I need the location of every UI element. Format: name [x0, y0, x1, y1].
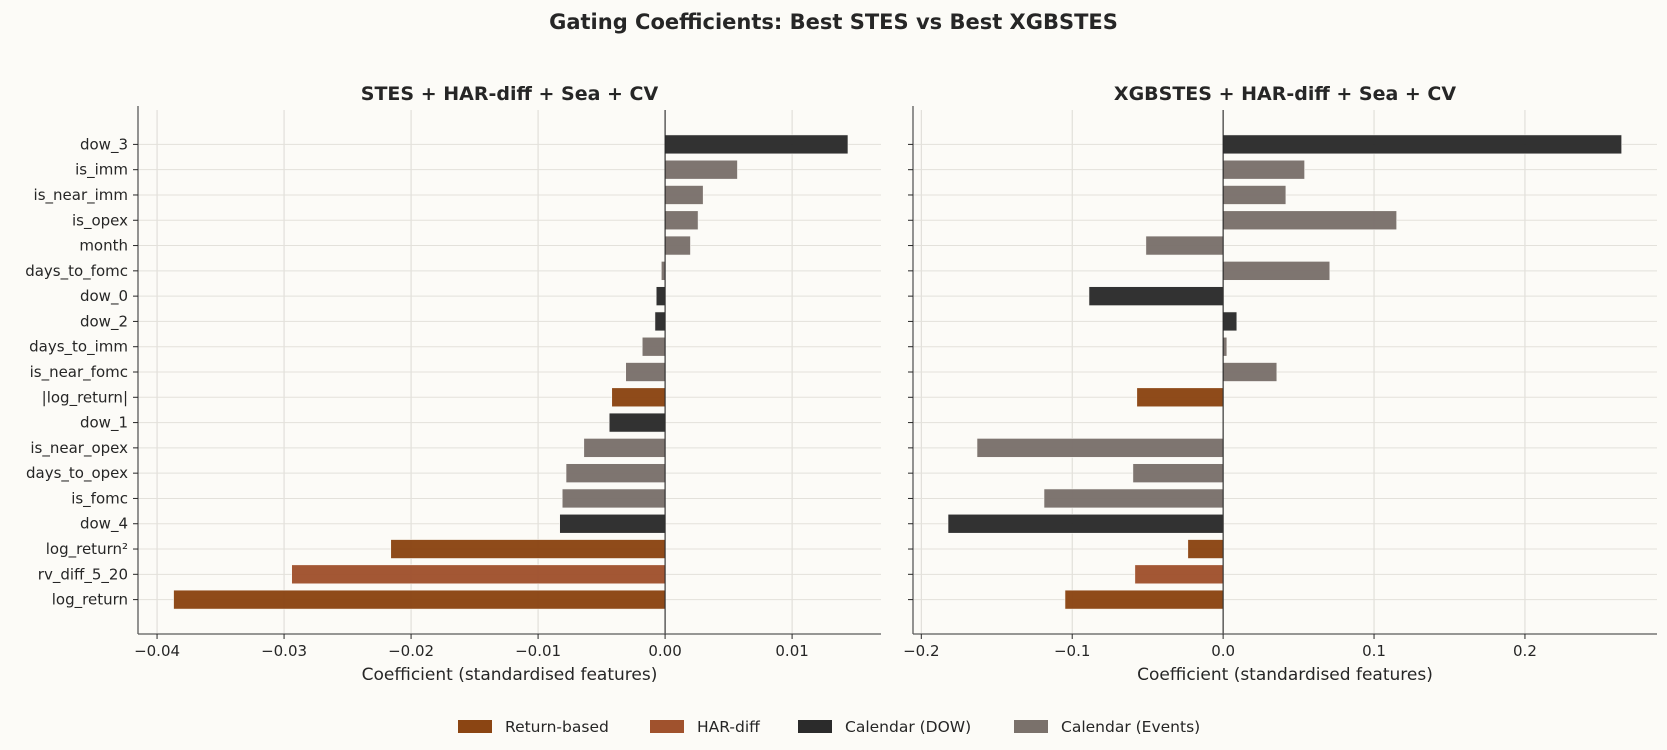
x-tick-label: 0.1 — [1362, 642, 1386, 660]
bar-log-return: log_return: -0.1048 — [1064, 589, 1224, 610]
y-tick-label: dow_3 — [80, 135, 128, 154]
y-tick-label: dow_2 — [80, 312, 128, 331]
panel-1: dow_3: 0.0144 is_imm: 0.0057 is_near_imm: … — [25, 83, 881, 685]
y-tick-label: month — [79, 237, 128, 255]
bar-dow-4: dow_4: -0.0083 — [559, 513, 666, 534]
bar-month: month: 0.002 — [664, 235, 691, 256]
legend-item-calendar-dow: Calendar (DOW) — [798, 718, 971, 736]
legend-swatch — [458, 720, 492, 733]
bar-log-return: log_return: -0.0387 — [173, 589, 666, 610]
x-tick-label: −0.2 — [903, 642, 939, 660]
y-tick-label: days_to_imm — [29, 338, 128, 357]
bar-days-to-fomc: days_to_fomc: 0.0707 — [1222, 261, 1331, 281]
chart-suptitle: Gating Coefficients: Best STES vs Best X… — [549, 10, 1118, 34]
bar-rv-diff-5-20: rv_diff_5_20: -0.0585 — [1134, 564, 1224, 585]
bar-is-near-imm: is_near_imm: 0.003 — [664, 185, 704, 205]
bar-dow-2: dow_2: -0.0008 — [654, 311, 666, 332]
x-tick-label: 0.00 — [648, 642, 681, 660]
legend-swatch — [798, 720, 832, 733]
panel-title: STES + HAR-diff + Sea + CV — [361, 83, 659, 105]
panel-2: dow_3: 0.2641 is_imm: 0.054 is_near_imm: 0… — [903, 83, 1657, 685]
y-tick-label: is_near_imm — [34, 186, 128, 205]
bar-dow-1: dow_1: -0.0044 — [608, 412, 666, 433]
y-tick-label: is_near_fomc — [30, 363, 128, 382]
legend: Return-based HAR-diff Calendar (DOW) Calend… — [458, 718, 1200, 736]
bar-is-near-imm: is_near_imm: 0.0416 — [1222, 185, 1287, 205]
bar-dow-0: dow_0: -0.0889 — [1088, 286, 1224, 306]
y-tick-label: log_return² — [46, 540, 128, 559]
bar-log-return: log_return²: -0.0216 — [390, 539, 666, 559]
bar-days-to-opex: days_to_opex: -0.0598 — [1132, 463, 1224, 483]
x-tick-label: −0.02 — [388, 642, 434, 660]
bar-dow-4: dow_4: -0.1823 — [947, 513, 1224, 534]
bar-is-fomc: is_fomc: -0.1187 — [1043, 488, 1224, 509]
x-tick-label: 0.2 — [1513, 642, 1537, 660]
bar-rv-diff-5-20: rv_diff_5_20: -0.0294 — [291, 564, 666, 585]
bar-days-to-fomc: days_to_fomc: -0.0003 — [660, 261, 666, 281]
y-tick-label: days_to_fomc — [25, 262, 128, 281]
x-axis-label: Coefficient (standardised features) — [362, 665, 658, 685]
bar-days-to-imm: days_to_imm: -0.0018 — [641, 336, 666, 357]
bar-is-fomc: is_fomc: -0.0081 — [561, 488, 666, 509]
bar-is-opex: is_opex: 0.115 — [1222, 210, 1397, 231]
legend-item-har-diff: HAR-diff — [650, 718, 760, 736]
y-tick-label: dow_1 — [80, 414, 128, 433]
bar-dow-2: dow_2: 0.0091 — [1222, 311, 1238, 332]
bar-log-return: log_return²: -0.0234 — [1187, 539, 1224, 559]
legend-item-return-based: Return-based — [458, 718, 609, 736]
bar-days-to-opex: days_to_opex: -0.0078 — [565, 463, 666, 483]
bar-is-near-opex: is_near_opex: -0.1631 — [976, 438, 1224, 458]
legend-label: Return-based — [505, 718, 609, 736]
bar-dow-3: dow_3: 0.2641 — [1222, 134, 1622, 155]
y-tick-label: days_to_opex — [26, 464, 128, 483]
legend-label: Calendar (DOW) — [845, 718, 971, 736]
y-tick-label: rv_diff_5_20 — [38, 565, 128, 584]
x-axis-label: Coefficient (standardised features) — [1137, 665, 1433, 685]
legend-label: Calendar (Events) — [1061, 718, 1200, 736]
bar-dow-3: dow_3: 0.0144 — [664, 134, 849, 155]
bar-days-to-imm: days_to_imm: 0.0025 — [1222, 336, 1228, 357]
bar-log-return: |log_return|: -0.0572 — [1136, 387, 1224, 408]
bar-is-opex: is_opex: 0.0026 — [664, 210, 699, 231]
panel-title: XGBSTES + HAR-diff + Sea + CV — [1114, 83, 1456, 105]
x-tick-label: 0.01 — [775, 642, 808, 660]
bar-is-imm: is_imm: 0.0057 — [664, 159, 738, 180]
bar-is-near-fomc: is_near_fomc: -0.0031 — [625, 362, 666, 382]
bar-is-imm: is_imm: 0.054 — [1222, 159, 1305, 180]
y-tick-label: is_opex — [72, 211, 128, 230]
legend-label: HAR-diff — [697, 718, 760, 736]
bar-dow-0: dow_0: -0.0007 — [655, 286, 666, 306]
y-tick-label: dow_4 — [80, 515, 128, 534]
bar-log-return: |log_return|: -0.0042 — [611, 387, 666, 408]
bar-is-near-fomc: is_near_fomc: 0.0356 — [1222, 362, 1278, 382]
bar-month: month: -0.0512 — [1145, 235, 1224, 256]
legend-swatch — [1014, 720, 1048, 733]
y-tick-label: is_imm — [75, 161, 128, 180]
x-tick-label: −0.03 — [261, 642, 307, 660]
x-tick-label: −0.01 — [515, 642, 561, 660]
legend-swatch — [650, 720, 684, 733]
bar-is-near-opex: is_near_opex: -0.0064 — [583, 438, 666, 458]
x-tick-label: −0.1 — [1054, 642, 1090, 660]
y-tick-label: log_return — [52, 591, 128, 610]
y-tick-label: is_fomc — [71, 489, 128, 508]
y-tick-label: |log_return| — [42, 388, 128, 407]
y-tick-label: dow_0 — [80, 287, 128, 306]
x-tick-label: 0.0 — [1211, 642, 1235, 660]
x-tick-label: −0.04 — [134, 642, 180, 660]
y-tick-label: is_near_opex — [30, 439, 128, 458]
panels: dow_3: 0.0144 is_imm: 0.0057 is_near_imm: … — [25, 83, 1657, 685]
legend-item-calendar-events: Calendar (Events) — [1014, 718, 1200, 736]
